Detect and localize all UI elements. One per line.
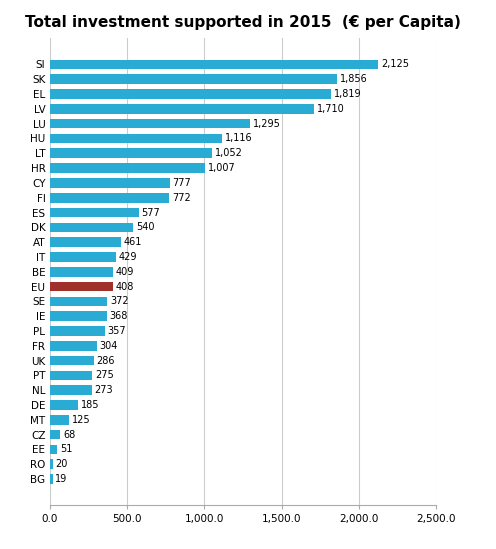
Bar — [50, 430, 60, 439]
Bar — [50, 415, 69, 424]
Text: 2,125: 2,125 — [381, 59, 409, 70]
Bar — [50, 222, 133, 232]
Text: 19: 19 — [56, 474, 67, 484]
Bar — [50, 133, 222, 143]
Bar — [50, 356, 94, 366]
Text: 1,856: 1,856 — [340, 74, 368, 84]
Bar — [50, 282, 113, 292]
Bar — [50, 75, 337, 84]
Bar — [50, 148, 212, 158]
Bar — [50, 445, 58, 454]
Bar — [50, 193, 169, 203]
Text: 273: 273 — [95, 385, 113, 395]
Text: 461: 461 — [124, 237, 142, 247]
Text: 372: 372 — [110, 296, 128, 306]
Bar — [50, 237, 121, 247]
Title: Total investment supported in 2015  (€ per Capita): Total investment supported in 2015 (€ pe… — [25, 15, 461, 30]
Text: 1,052: 1,052 — [215, 148, 243, 158]
Text: 68: 68 — [63, 430, 75, 440]
Bar — [50, 296, 107, 306]
Text: 357: 357 — [108, 326, 126, 336]
Text: 408: 408 — [116, 282, 134, 292]
Text: 20: 20 — [56, 460, 68, 469]
Bar — [50, 371, 92, 380]
Text: 304: 304 — [99, 341, 118, 351]
Text: 1,710: 1,710 — [317, 104, 345, 114]
Bar — [50, 119, 250, 128]
Text: 51: 51 — [61, 445, 72, 455]
Text: 286: 286 — [97, 356, 115, 366]
Bar — [50, 208, 139, 217]
Bar — [50, 89, 331, 99]
Bar — [50, 341, 97, 351]
Text: 275: 275 — [95, 371, 114, 380]
Text: 1,295: 1,295 — [253, 119, 281, 128]
Bar — [50, 267, 113, 277]
Text: 772: 772 — [172, 193, 190, 203]
Bar — [50, 163, 205, 173]
Text: 1,007: 1,007 — [208, 163, 236, 173]
Bar — [50, 311, 107, 321]
Text: 125: 125 — [72, 415, 90, 425]
Bar — [50, 60, 378, 69]
Bar — [50, 252, 116, 262]
Text: 1,819: 1,819 — [334, 89, 362, 99]
Text: 540: 540 — [136, 222, 154, 232]
Bar — [50, 178, 170, 188]
Bar — [50, 326, 105, 336]
Text: 409: 409 — [116, 267, 134, 277]
Bar — [50, 400, 78, 410]
Text: 429: 429 — [119, 252, 137, 262]
Bar — [50, 474, 53, 484]
Bar — [50, 385, 92, 395]
Text: 185: 185 — [81, 400, 100, 410]
Bar — [50, 104, 314, 114]
Text: 1,116: 1,116 — [225, 133, 253, 143]
Bar — [50, 460, 53, 469]
Text: 577: 577 — [142, 208, 160, 217]
Text: 368: 368 — [109, 311, 127, 321]
Text: 777: 777 — [173, 178, 191, 188]
